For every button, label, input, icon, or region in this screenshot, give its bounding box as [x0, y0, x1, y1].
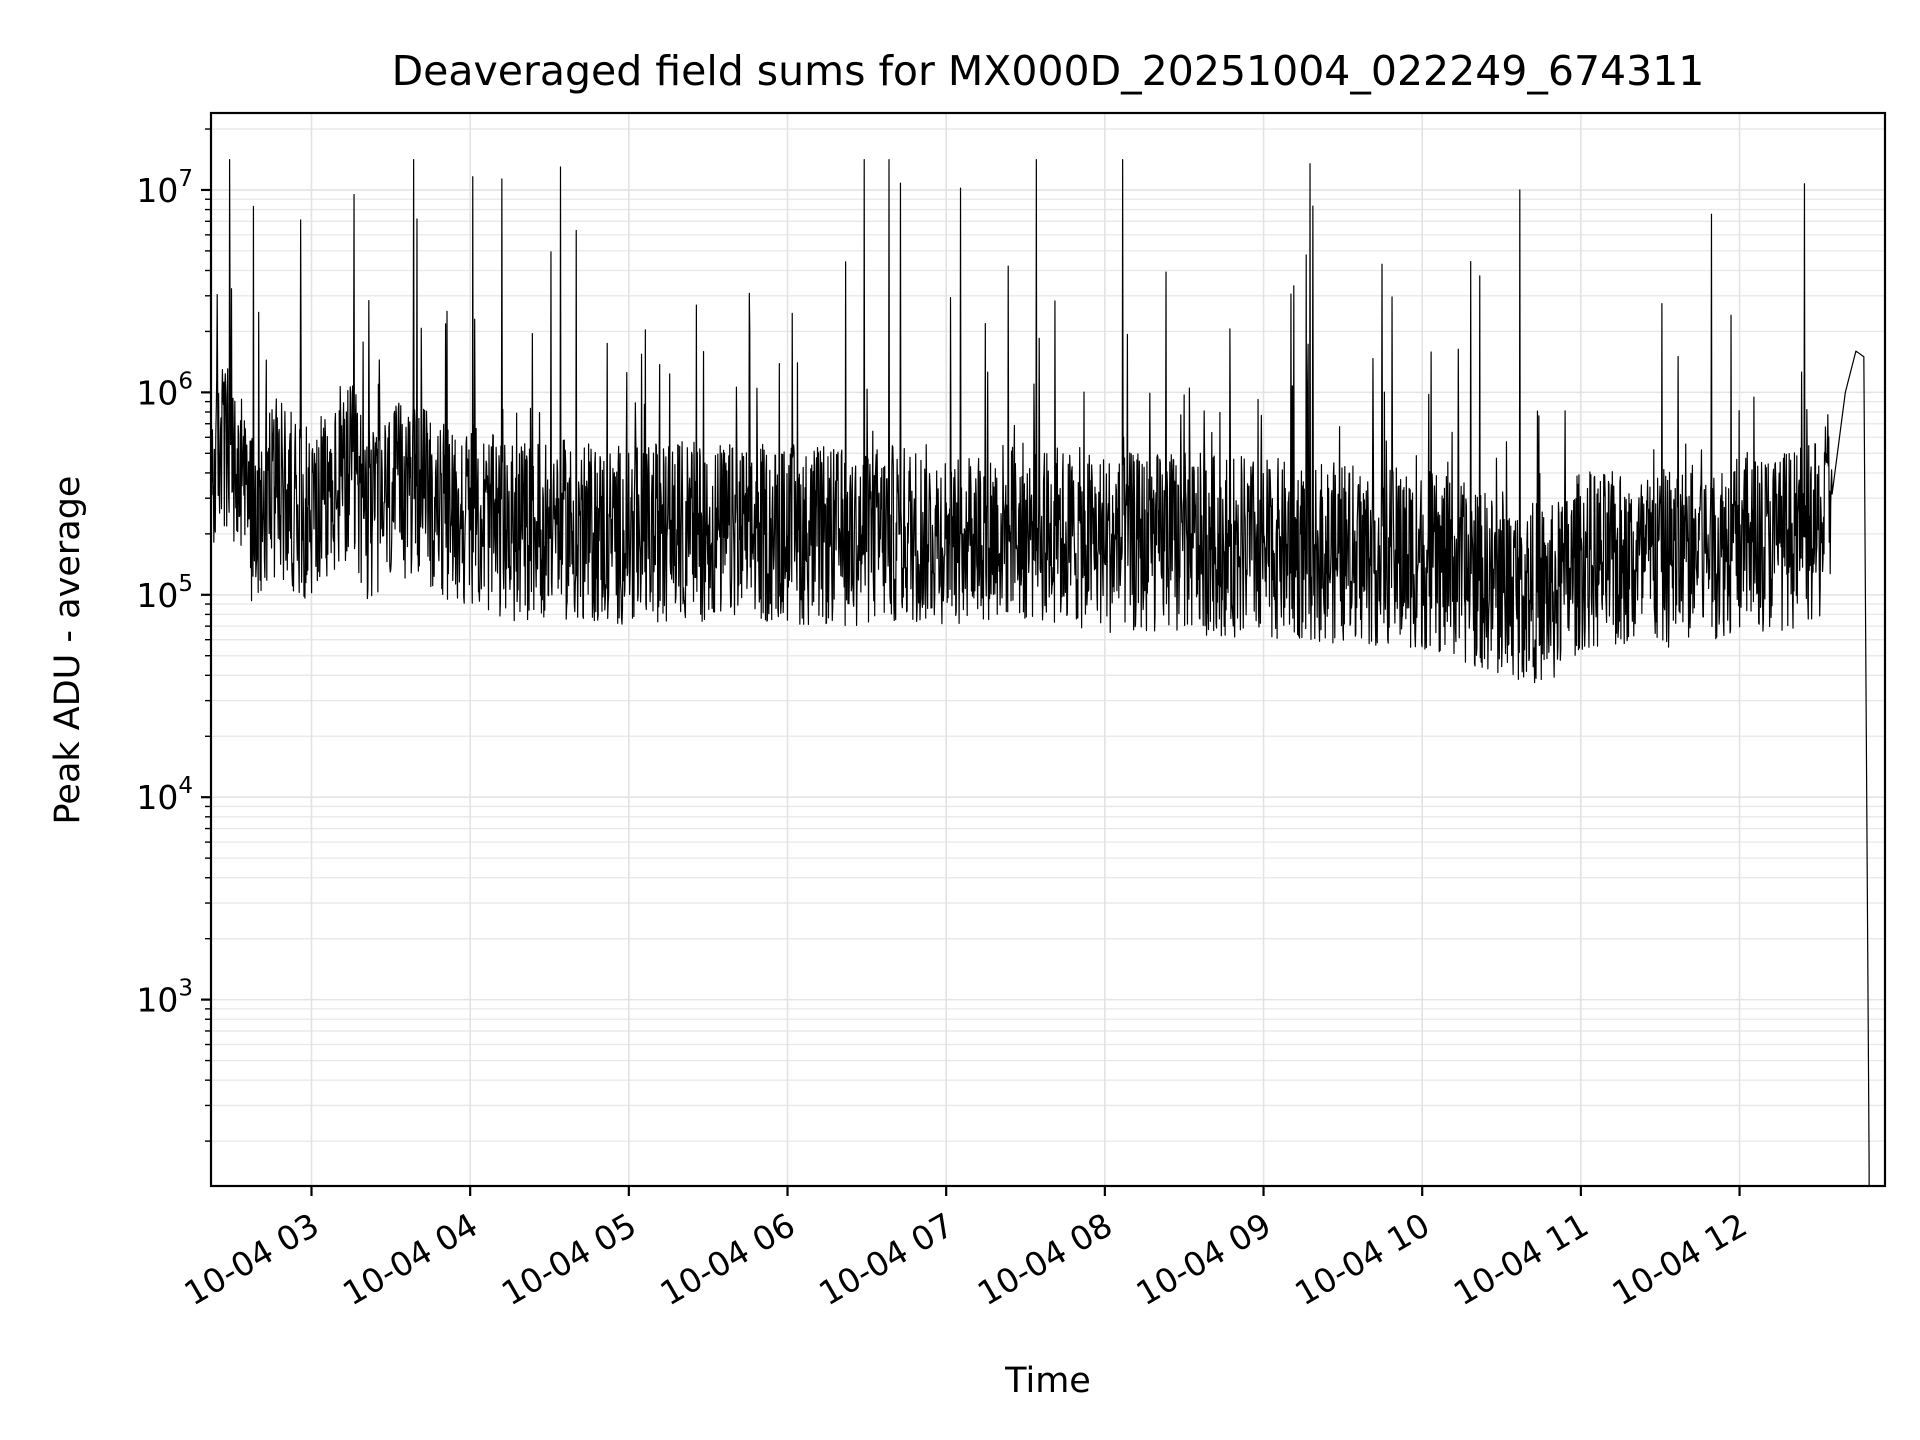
x-tick-label: 10-04 11	[1447, 1205, 1595, 1313]
y-tick-label-exponent: 3	[178, 976, 193, 1002]
x-tick-label: 10-04 04	[336, 1205, 484, 1313]
y-tick-label-base: 10	[136, 981, 178, 1020]
grid-layer	[211, 113, 1885, 1186]
x-tick-label: 10-04 07	[812, 1205, 960, 1313]
plot-frame	[209, 111, 1887, 1188]
y-tick-label-exponent: 6	[178, 368, 193, 394]
y-tick-label: 105	[136, 571, 193, 615]
series-layer	[210, 159, 1870, 1186]
x-tick-label: 10-04 12	[1606, 1205, 1754, 1313]
y-tick-label: 104	[136, 773, 193, 817]
y-tick-label: 107	[136, 166, 193, 210]
y-tick-label-base: 10	[136, 171, 178, 210]
x-tick-label: 10-04 03	[177, 1205, 325, 1313]
series-line	[210, 159, 1870, 1186]
x-tick-label: 10-04 06	[654, 1205, 802, 1313]
y-tick-label-base: 10	[136, 373, 178, 412]
x-tick-label: 10-04 09	[1130, 1205, 1278, 1313]
y-axis-label: Peak ADU - average	[48, 476, 88, 825]
y-tick-label-exponent: 4	[178, 773, 193, 799]
y-tick-label-exponent: 7	[178, 166, 193, 192]
y-tick-label-exponent: 5	[178, 571, 193, 597]
y-tick-label-base: 10	[136, 778, 178, 817]
chart-title: Deaveraged field sums for MX000D_2025100…	[392, 47, 1705, 95]
x-tick-label: 10-04 10	[1288, 1205, 1436, 1313]
y-tick-label: 106	[136, 368, 193, 412]
x-tick-label: 10-04 08	[971, 1205, 1119, 1313]
y-tick-label-base: 10	[136, 576, 178, 615]
x-tick-label: 10-04 05	[495, 1205, 643, 1313]
y-tick-label: 103	[136, 976, 193, 1020]
x-axis-label: Time	[1004, 1361, 1091, 1401]
